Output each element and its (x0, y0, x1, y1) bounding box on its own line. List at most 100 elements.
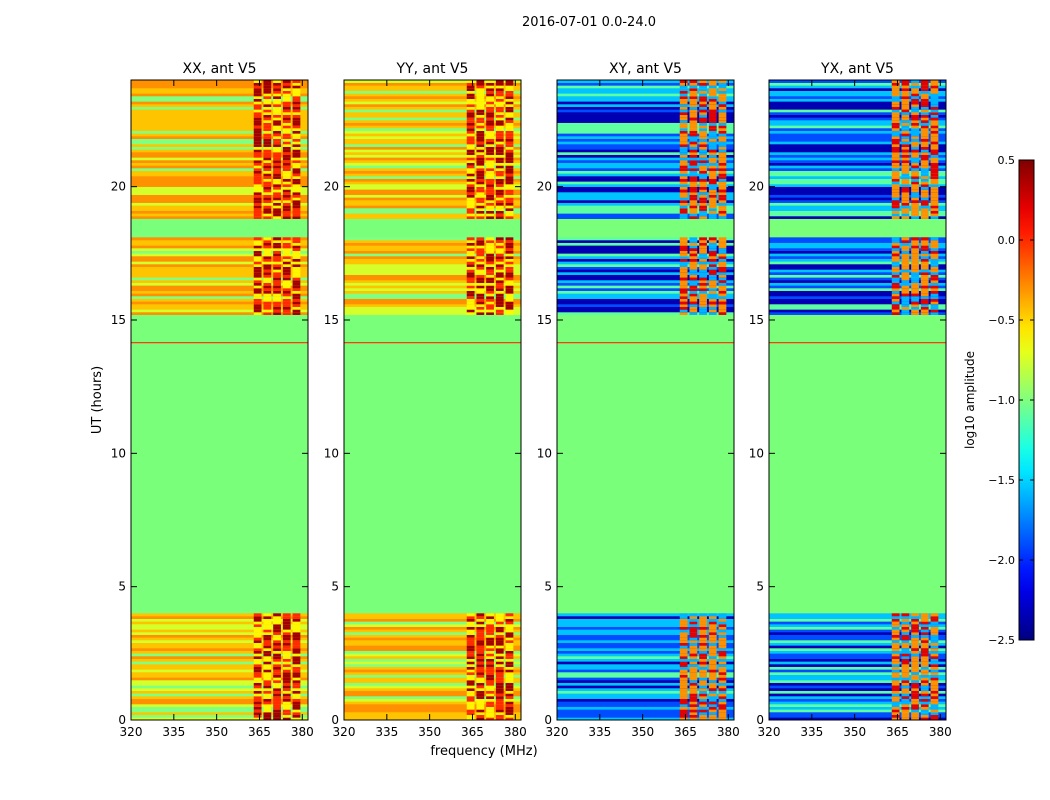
data-stripe (131, 613, 308, 617)
rfi-cell (911, 248, 919, 251)
rfi-cell (891, 128, 900, 131)
rfi-cell (273, 656, 281, 659)
rfi-cell (911, 704, 919, 707)
data-stripe (557, 288, 734, 291)
y-tick-label: 10 (111, 446, 126, 460)
rfi-cell (466, 178, 475, 182)
data-stripe (344, 618, 521, 622)
rfi-cell (263, 277, 272, 281)
data-stripe (769, 205, 946, 209)
rfi-cell (911, 184, 919, 187)
rfi-cell (689, 290, 698, 294)
rfi-cell (476, 160, 485, 163)
rfi-cell (466, 616, 475, 619)
rfi-cell (901, 144, 910, 147)
x-tick-label: 320 (120, 725, 143, 739)
data-stripe (769, 88, 946, 91)
rfi-cell (486, 101, 494, 105)
rfi-cell (679, 205, 688, 209)
rfi-cell (282, 637, 291, 641)
rfi-cell (476, 197, 485, 201)
rfi-cell (679, 704, 688, 707)
rfi-cell (679, 714, 688, 718)
rfi-cell (708, 666, 717, 670)
rfi-cell (253, 189, 262, 193)
data-stripe (344, 634, 521, 638)
rfi-cell (282, 256, 291, 259)
rfi-cell (699, 669, 707, 673)
rfi-cell (679, 258, 688, 262)
rfi-cell (282, 173, 291, 177)
rfi-cell (708, 189, 717, 193)
rfi-cell (253, 157, 262, 161)
data-stripe (769, 248, 946, 251)
rfi-cell (930, 688, 939, 691)
rfi-cell (699, 176, 707, 179)
rfi-cell (253, 285, 262, 289)
data-stripe (344, 98, 521, 102)
data-stripe (769, 192, 946, 195)
rfi-cell (282, 618, 291, 622)
data-stripe (769, 101, 946, 105)
rfi-cell (708, 293, 717, 297)
rfi-cell (486, 104, 494, 107)
rfi-cell (486, 114, 494, 118)
rfi-cell (495, 133, 504, 137)
rfi-cell (901, 216, 910, 219)
rfi-cell (466, 704, 475, 707)
rfi-cell (466, 712, 475, 715)
rfi-cell (911, 621, 919, 625)
rfi-cell (466, 250, 475, 254)
rfi-cell (486, 237, 494, 241)
rfi-cell (679, 253, 688, 257)
rfi-cell (708, 197, 717, 201)
rfi-cell (708, 125, 717, 129)
rfi-cell (689, 629, 698, 633)
rfi-cell (689, 88, 698, 91)
rfi-cell (292, 613, 301, 617)
rfi-cell (253, 109, 262, 113)
rfi-cell (679, 669, 688, 673)
rfi-cell (253, 130, 262, 134)
rfi-cell (495, 125, 504, 129)
rfi-cell (273, 616, 281, 619)
rfi-cell (911, 690, 919, 694)
rfi-cell (495, 696, 504, 699)
rfi-cell (708, 128, 717, 131)
data-stripe (131, 312, 308, 315)
rfi-cell (708, 122, 717, 126)
rfi-cell (699, 125, 707, 129)
data-stripe (769, 304, 946, 307)
rfi-cell (718, 178, 727, 182)
y-tick-label: 5 (756, 580, 764, 594)
rfi-cell (911, 298, 919, 302)
rfi-cell (699, 261, 707, 265)
rfi-cell (292, 682, 301, 686)
data-stripe (131, 704, 308, 707)
rfi-cell (486, 170, 494, 174)
data-stripe (344, 672, 521, 675)
rfi-cell (476, 90, 485, 94)
x-axis-label: frequency (MHz) (430, 744, 537, 759)
rfi-cell (708, 298, 717, 302)
data-stripe (769, 202, 946, 206)
rfi-cell (891, 650, 900, 654)
rfi-cell (495, 301, 504, 305)
rfi-cell (718, 101, 727, 105)
rfi-cell (282, 261, 291, 265)
rfi-cell (253, 693, 262, 697)
rfi-cell (282, 690, 291, 694)
rfi-cell (263, 194, 272, 198)
rfi-cell (920, 130, 929, 134)
data-stripe (131, 685, 308, 689)
rfi-cell (911, 632, 919, 635)
rfi-cell (689, 698, 698, 702)
rfi-cell (282, 114, 291, 118)
rfi-cell (901, 152, 910, 155)
x-tick-label: 320 (546, 725, 569, 739)
data-stripe (557, 170, 734, 174)
rfi-cell (486, 698, 494, 702)
rfi-cell (505, 304, 514, 307)
rfi-cell (718, 677, 727, 681)
data-stripe (344, 277, 521, 281)
